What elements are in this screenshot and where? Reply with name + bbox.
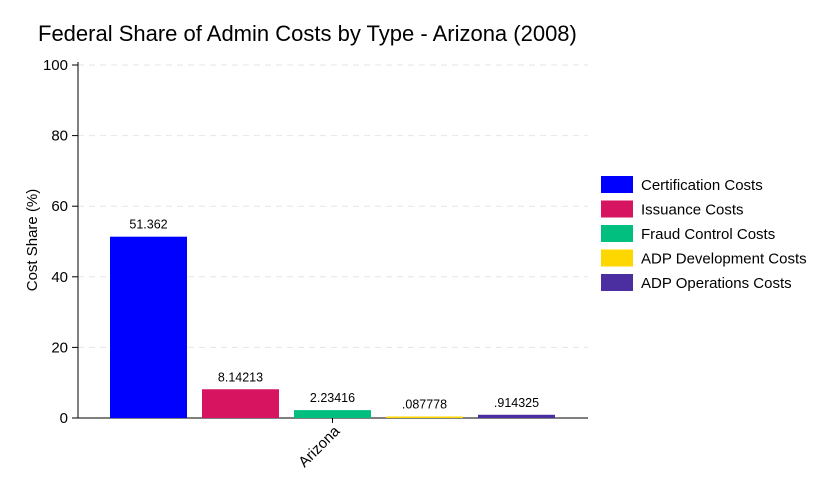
bar [294, 410, 371, 418]
bar-value-label: 2.23416 [310, 391, 355, 405]
y-axis-label: Cost Share (%) [24, 189, 41, 292]
legend-label: ADP Development Costs [641, 251, 807, 268]
gridlines [78, 64, 588, 348]
y-tick-label: 100 [43, 57, 68, 74]
bar [386, 416, 463, 418]
legend-swatch [601, 274, 633, 291]
legend-swatch [601, 200, 633, 218]
bar-value-label: 51.362 [129, 218, 167, 232]
chart-title: Federal Share of Admin Costs by Type - A… [38, 21, 577, 46]
y-tick-label: 0 [60, 410, 68, 427]
legend-swatch [601, 225, 633, 242]
x-tick-label: Arizona [295, 422, 343, 470]
bar [202, 389, 279, 418]
bar [110, 236, 187, 418]
legend-label: Fraud Control Costs [641, 226, 775, 243]
bar [478, 414, 555, 418]
legend-swatch [601, 249, 633, 267]
bars: 51.362 8.14213 2.23416 .087778 .914325 [110, 218, 555, 418]
legend-label: Certification Costs [641, 177, 763, 194]
x-axis-ticks: Arizona [295, 418, 344, 471]
legend-label: ADP Operations Costs [641, 275, 792, 292]
y-tick-label: 20 [51, 339, 68, 356]
y-axis-ticks: 0 20 40 60 80 100 [43, 57, 78, 427]
legend: Certification Costs Issuance Costs Fraud C… [601, 176, 807, 292]
y-tick-label: 60 [51, 198, 68, 215]
y-tick-label: 40 [51, 269, 68, 286]
legend-swatch [601, 176, 633, 193]
legend-label: Issuance Costs [641, 202, 744, 219]
bar-value-label: .087778 [402, 398, 447, 412]
bar-value-label: .914325 [494, 396, 539, 410]
y-tick-label: 80 [51, 128, 68, 145]
bar-value-label: 8.14213 [218, 370, 263, 384]
